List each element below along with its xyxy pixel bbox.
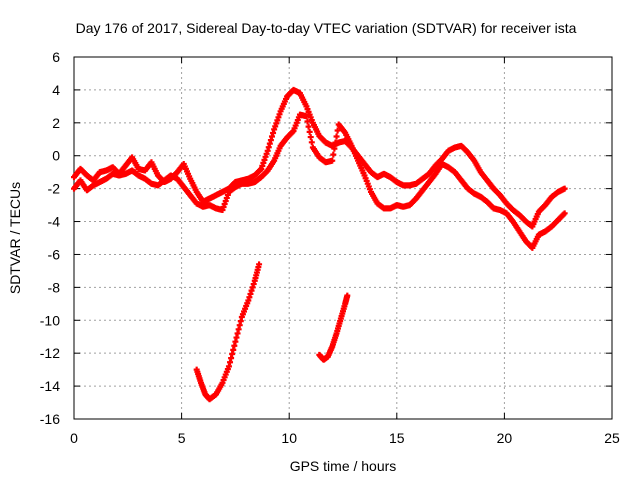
data-point [561,210,568,217]
data-point [307,134,314,141]
data-point [303,113,310,120]
series-main-track-lower [71,111,568,251]
x-tick-label: 5 [178,430,186,446]
y-tick-label: 6 [52,49,60,65]
y-tick-label: -10 [40,312,60,328]
axis-ticks [73,56,613,420]
y-tick-label: -2 [48,181,61,197]
y-tick-label: -14 [40,378,60,394]
x-tick-label: 0 [70,430,78,446]
grid-lines [74,57,612,419]
data-point [308,139,315,146]
data-point [344,292,351,299]
data-point [330,151,337,158]
data-point [256,261,263,268]
data-point [333,133,340,140]
chart-title: Day 176 of 2017, Sidereal Day-to-day VTE… [76,20,577,36]
series-outlier-segment-2 [316,292,351,363]
data-points [71,86,568,403]
data-point [561,185,568,192]
series-outlier-segment-1 [193,261,263,403]
data-point [329,157,336,164]
data-point [304,118,311,125]
x-tick-label: 25 [604,430,620,446]
y-tick-label: -12 [40,345,60,361]
y-tick-label: -8 [48,279,61,295]
y-tick-label: 4 [52,82,60,98]
x-tick-label: 20 [497,430,513,446]
x-tick-label: 15 [389,430,405,446]
x-axis-label: GPS time / hours [290,458,397,474]
y-tick-label: -6 [48,246,61,262]
y-tick-label: 0 [52,148,60,164]
x-tick-label: 10 [281,430,297,446]
data-point [331,145,338,152]
plot-frame [73,56,613,420]
data-point [305,123,312,130]
y-tick-label: -4 [48,214,61,230]
y-tick-label: 2 [52,115,60,131]
data-point [306,128,313,135]
tick-labels: 0 5 10 15 20 25 -16 -14 -12 -10 -8 -6 -4 -2 0 2 4 6 [40,49,620,446]
y-axis-label: SDTVAR / TECUs [7,182,23,294]
y-tick-label: -16 [40,411,60,427]
data-point [334,127,341,134]
data-point [332,139,339,146]
